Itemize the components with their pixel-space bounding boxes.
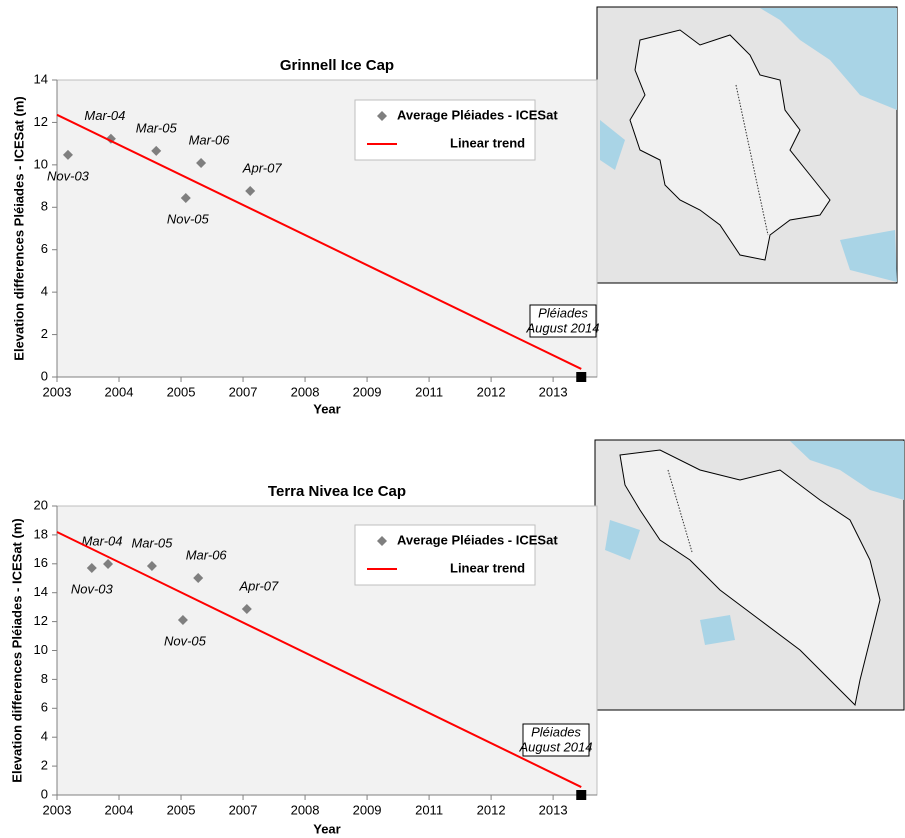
x-tick-label: 2009: [353, 384, 382, 399]
pleiades-marker: [576, 372, 586, 382]
legend-label: Average Pléiades - ICESat: [397, 532, 558, 547]
x-tick-label: 2007: [229, 802, 258, 817]
x-tick-label: 2005: [167, 802, 196, 817]
figure: Grinnell Ice Cap Elevation differences Pl…: [0, 0, 905, 838]
point-label: Mar-04: [84, 108, 125, 123]
x-tick-label: 2011: [415, 384, 443, 399]
y-tick-label: 12: [34, 613, 48, 628]
annotation-text: Pléiades: [538, 305, 588, 320]
point-label: Apr-07: [242, 160, 283, 175]
y-tick-label: 4: [41, 284, 48, 299]
x-tick-label: 2008: [291, 384, 320, 399]
page: Grinnell Ice Cap Elevation differences Pl…: [0, 0, 905, 838]
chart-title: Terra Nivea Ice Cap: [268, 483, 406, 500]
y-tick-label: 12: [34, 114, 48, 129]
point-label: Nov-05: [164, 633, 207, 648]
x-tick-label: 2012: [477, 802, 506, 817]
point-label: Nov-05: [167, 211, 210, 226]
point-label: Apr-07: [238, 578, 279, 593]
annotation-text: August 2014: [518, 739, 592, 754]
map-terra-nivea: [595, 440, 904, 710]
y-tick-label: 16: [34, 555, 48, 570]
point-label: Mar-06: [189, 132, 231, 147]
x-tick-label: 2003: [43, 384, 72, 399]
point-label: Nov-03: [47, 168, 90, 183]
x-tick-label: 2007: [229, 384, 258, 399]
annotation-text: August 2014: [525, 320, 599, 335]
y-tick-label: 0: [41, 368, 48, 383]
x-tick-label: 2009: [353, 802, 382, 817]
y-tick-label: 2: [41, 326, 48, 341]
y-tick-label: 8: [41, 199, 48, 214]
x-tick-label: 2005: [167, 384, 196, 399]
y-tick-label: 8: [41, 671, 48, 686]
point-label: Mar-05: [136, 120, 178, 135]
y-tick-label: 6: [41, 700, 48, 715]
x-tick-label: 2003: [43, 802, 72, 817]
y-tick-label: 10: [34, 642, 48, 657]
x-axis-label: Year: [313, 401, 340, 416]
y-tick-label: 18: [34, 526, 48, 541]
x-tick-label: 2011: [415, 802, 443, 817]
y-tick-label: 14: [34, 584, 48, 599]
x-tick-label: 2012: [477, 384, 506, 399]
y-tick-label: 10: [34, 156, 48, 171]
point-label: Mar-05: [131, 535, 173, 550]
y-tick-label: 0: [41, 786, 48, 801]
pleiades-marker: [576, 790, 586, 800]
x-tick-label: 2008: [291, 802, 320, 817]
y-tick-label: 6: [41, 241, 48, 256]
y-tick-label: 20: [34, 497, 48, 512]
y-tick-label: 14: [34, 71, 48, 86]
x-tick-label: 2013: [539, 384, 568, 399]
x-tick-label: 2004: [105, 802, 134, 817]
y-tick-label: 2: [41, 758, 48, 773]
chart: Grinnell Ice Cap Elevation differences Pl…: [11, 57, 599, 416]
legend-label: Linear trend: [450, 560, 525, 575]
legend-label: Linear trend: [450, 135, 525, 150]
point-label: Nov-03: [71, 581, 114, 596]
legend-label: Average Pléiades - ICESat: [397, 107, 558, 122]
point-label: Mar-06: [186, 547, 228, 562]
chart: Terra Nivea Ice Cap Elevation differences…: [9, 483, 597, 836]
chart-title: Grinnell Ice Cap: [280, 57, 394, 74]
annotation-text: Pléiades: [531, 724, 581, 739]
y-tick-label: 4: [41, 729, 48, 744]
x-tick-label: 2013: [539, 802, 568, 817]
x-tick-label: 2004: [105, 384, 134, 399]
map-grinnell: [597, 7, 897, 283]
x-axis-label: Year: [313, 821, 340, 836]
y-axis-label: Elevation differences Pléiades - ICESat …: [9, 518, 24, 782]
y-axis-label: Elevation differences Pléiades - ICESat …: [11, 96, 26, 360]
